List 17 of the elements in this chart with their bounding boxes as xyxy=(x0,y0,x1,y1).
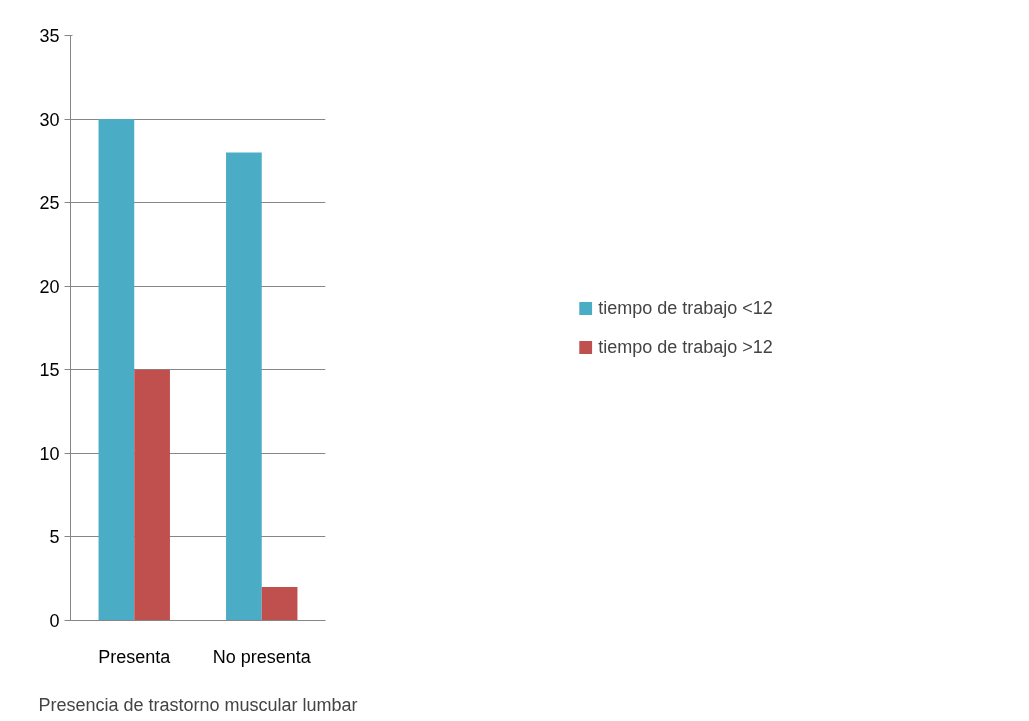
legend-label: tiempo de trabajo >12 xyxy=(598,336,773,358)
bar xyxy=(134,369,170,621)
x-axis-title: Presencia de trastorno muscular lumbar xyxy=(38,694,358,715)
x-tick-label: Presenta xyxy=(98,646,172,667)
y-tick-label: 0 xyxy=(49,611,60,631)
y-tick-label: 30 xyxy=(39,109,60,130)
bar xyxy=(98,119,135,621)
bar xyxy=(226,152,262,621)
y-tick-label: 15 xyxy=(39,360,60,381)
legend-label: tiempo de trabajo <12 xyxy=(598,297,773,319)
y-tick-label: 35 xyxy=(39,26,60,46)
bar xyxy=(261,587,298,621)
x-tick-label: No presenta xyxy=(212,646,312,667)
y-tick-label: 25 xyxy=(39,193,60,214)
y-tick-label: 5 xyxy=(49,527,60,548)
y-tick-label: 20 xyxy=(39,276,60,297)
y-tick-label: 10 xyxy=(39,443,60,464)
